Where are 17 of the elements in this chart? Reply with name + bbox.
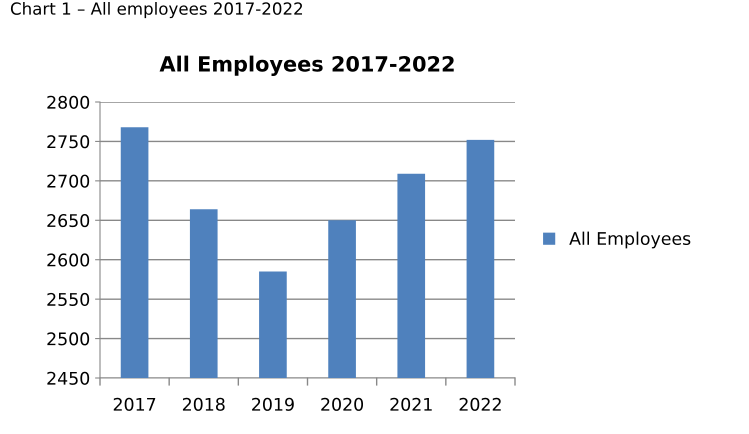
y-tick-label: 2800 xyxy=(47,96,90,109)
x-tick-label: 2022 xyxy=(460,398,501,411)
legend-label: All Employees xyxy=(569,232,690,248)
caption: Chart 1 – All employees 2017-2022 xyxy=(10,2,302,18)
x-tick-label: 2020 xyxy=(321,398,364,411)
x-tick-label: 2019 xyxy=(252,398,294,411)
x-tick-label: 2018 xyxy=(182,398,225,411)
y-tick-label: 2450 xyxy=(47,372,90,385)
y-tick-label: 2750 xyxy=(47,135,90,148)
y-tick-label: 2550 xyxy=(47,292,90,306)
y-tick-label: 2600 xyxy=(47,253,90,267)
chart-title: All Employees 2017-2022 xyxy=(160,56,454,76)
y-tick-label: 2500 xyxy=(47,332,90,346)
y-tick-label: 2650 xyxy=(47,214,90,228)
x-tick-label: 2017 xyxy=(114,398,156,411)
x-tick-label: 2021 xyxy=(390,398,432,411)
y-tick-label: 2700 xyxy=(47,174,90,188)
